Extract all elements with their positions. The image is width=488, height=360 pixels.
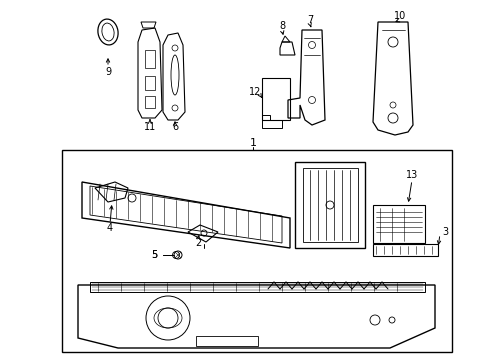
Bar xyxy=(196,336,258,346)
Bar xyxy=(145,50,155,68)
Text: 9: 9 xyxy=(105,67,111,77)
Text: 2: 2 xyxy=(195,238,201,248)
Text: 13: 13 xyxy=(405,170,417,180)
Text: 7: 7 xyxy=(306,15,312,25)
Bar xyxy=(62,150,451,352)
Text: 12: 12 xyxy=(248,87,261,97)
Bar xyxy=(262,78,289,120)
Text: 10: 10 xyxy=(393,11,406,21)
Text: 1: 1 xyxy=(249,138,256,148)
Text: 5: 5 xyxy=(151,250,157,260)
Text: 11: 11 xyxy=(143,122,156,132)
Text: 6: 6 xyxy=(172,122,178,132)
Bar xyxy=(372,244,437,256)
Bar xyxy=(145,96,155,108)
Text: 8: 8 xyxy=(278,21,285,31)
Text: 5: 5 xyxy=(151,250,157,260)
Text: 4: 4 xyxy=(107,223,113,233)
Text: 3: 3 xyxy=(441,227,447,237)
Bar xyxy=(145,76,155,90)
Bar xyxy=(372,205,424,243)
